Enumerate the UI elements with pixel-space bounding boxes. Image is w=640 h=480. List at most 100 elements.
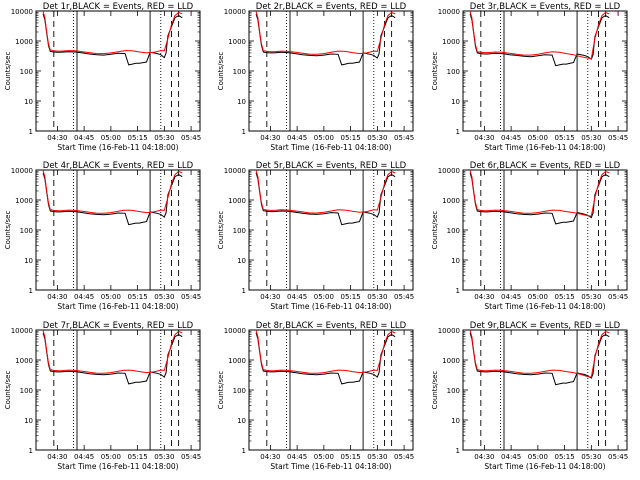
y-tick-label: 1 <box>456 128 460 136</box>
x-tick-label: 05:00 <box>101 134 121 142</box>
series-line-events <box>469 13 610 67</box>
y-tick-label: 100 <box>233 227 246 235</box>
x-tick-label: 05:00 <box>101 293 121 301</box>
y-tick-label: 10000 <box>224 8 246 16</box>
y-tick-label: 10 <box>237 257 246 265</box>
y-tick-label: 1000 <box>228 38 246 46</box>
series-line-events <box>42 13 183 66</box>
y-tick-label: 100 <box>447 68 460 76</box>
y-tick-label: 1000 <box>442 38 460 46</box>
x-axis-label: Start Time (16-Feb-11 04:18:00) <box>270 143 391 152</box>
x-tick-label: 05:45 <box>394 293 414 301</box>
series-line-events <box>42 172 183 226</box>
y-tick-label: 1000 <box>228 197 246 205</box>
y-axis-label: Counts/sec <box>217 211 225 250</box>
y-axis-label: Counts/sec <box>4 211 12 250</box>
x-tick-label: 04:45 <box>74 453 94 461</box>
series-line-lld <box>469 170 610 217</box>
x-tick-label: 04:45 <box>501 453 521 461</box>
y-tick-label: 10 <box>237 98 246 106</box>
plot-frame <box>462 169 628 291</box>
x-tick-label: 05:30 <box>581 134 601 142</box>
x-tick-label: 05:45 <box>181 293 201 301</box>
y-tick-label: 10 <box>24 257 33 265</box>
x-tick-label: 05:45 <box>608 134 628 142</box>
x-tick-label: 04:45 <box>287 134 307 142</box>
plot-frame <box>35 169 201 291</box>
x-tick-label: 05:00 <box>528 293 548 301</box>
y-tick-label: 1000 <box>442 197 460 205</box>
x-tick-label: 04:45 <box>501 134 521 142</box>
series-line-lld <box>255 170 396 214</box>
chart-panel-9: Det 9r,BLACK = Events, RED = LLD Counts/s… <box>431 321 628 471</box>
chart-title: Det 9r,BLACK = Events, RED = LLD <box>470 321 621 331</box>
y-tick-label: 100 <box>447 227 460 235</box>
chart-title: Det 1r,BLACK = Events, RED = LLD <box>43 2 194 12</box>
x-axis-label: Start Time (16-Feb-11 04:18:00) <box>57 302 178 311</box>
y-tick-label: 1 <box>242 128 246 136</box>
x-tick-label: 05:15 <box>128 453 148 461</box>
x-tick-label: 05:15 <box>555 134 575 142</box>
chart-panel-3: Det 3r,BLACK = Events, RED = LLD Counts/s… <box>431 2 628 152</box>
chart-title: Det 2r,BLACK = Events, RED = LLD <box>256 2 407 12</box>
x-tick-label: 05:45 <box>394 134 414 142</box>
plot-frame <box>248 169 414 291</box>
x-tick-label: 05:00 <box>528 453 548 461</box>
y-axis-label: Counts/sec <box>4 52 12 91</box>
x-tick-label: 04:30 <box>260 293 280 301</box>
x-tick-label: 05:45 <box>608 293 628 301</box>
x-tick-label: 05:30 <box>154 453 174 461</box>
y-tick-label: 10 <box>24 417 33 425</box>
y-axis-label: Counts/sec <box>4 371 12 410</box>
x-tick-label: 05:30 <box>581 293 601 301</box>
y-tick-label: 1 <box>242 447 246 455</box>
x-tick-label: 05:00 <box>101 453 121 461</box>
series-line-lld <box>469 330 610 378</box>
plot-frame <box>462 10 628 132</box>
x-tick-label: 05:15 <box>341 453 361 461</box>
series-line-lld <box>469 11 610 60</box>
y-tick-label: 10000 <box>438 327 460 335</box>
x-tick-label: 05:45 <box>181 453 201 461</box>
plot-frame <box>462 329 628 451</box>
x-tick-label: 05:45 <box>181 134 201 142</box>
y-tick-label: 10000 <box>11 8 33 16</box>
x-tick-label: 04:30 <box>47 134 67 142</box>
y-axis-label: Counts/sec <box>431 211 439 250</box>
y-tick-label: 10 <box>24 98 33 106</box>
chart-panel-6: Det 6r,BLACK = Events, RED = LLD Counts/s… <box>431 161 628 311</box>
y-tick-label: 100 <box>233 387 246 395</box>
series-line-lld <box>42 11 183 55</box>
chart-title: Det 8r,BLACK = Events, RED = LLD <box>256 321 407 331</box>
x-tick-label: 05:45 <box>608 453 628 461</box>
x-tick-label: 05:30 <box>154 293 174 301</box>
y-tick-label: 1 <box>242 287 246 295</box>
series-line-events <box>42 332 183 385</box>
plot-frame <box>248 329 414 451</box>
x-tick-label: 05:30 <box>367 293 387 301</box>
x-tick-label: 05:30 <box>154 134 174 142</box>
y-axis-label: Counts/sec <box>217 371 225 410</box>
y-tick-label: 10000 <box>11 327 33 335</box>
x-tick-label: 04:45 <box>74 134 94 142</box>
x-tick-label: 05:00 <box>314 293 334 301</box>
y-tick-label: 1000 <box>228 357 246 365</box>
y-tick-label: 1000 <box>15 197 33 205</box>
y-tick-label: 10000 <box>438 167 460 175</box>
chart-title: Det 6r,BLACK = Events, RED = LLD <box>470 161 621 171</box>
y-tick-label: 1 <box>29 128 33 136</box>
chart-panel-7: Det 7r,BLACK = Events, RED = LLD Counts/s… <box>4 321 201 471</box>
x-tick-label: 04:30 <box>260 134 280 142</box>
series-line-lld <box>42 330 183 374</box>
x-tick-label: 04:45 <box>74 293 94 301</box>
x-tick-label: 05:15 <box>128 134 148 142</box>
y-axis-label: Counts/sec <box>217 52 225 91</box>
y-tick-label: 10 <box>237 417 246 425</box>
x-axis-label: Start Time (16-Feb-11 04:18:00) <box>57 462 178 471</box>
y-tick-label: 1000 <box>15 357 33 365</box>
y-tick-label: 100 <box>447 387 460 395</box>
chart-panel-2: Det 2r,BLACK = Events, RED = LLD Counts/s… <box>217 2 414 152</box>
y-tick-label: 100 <box>233 68 246 76</box>
x-tick-label: 04:30 <box>47 453 67 461</box>
